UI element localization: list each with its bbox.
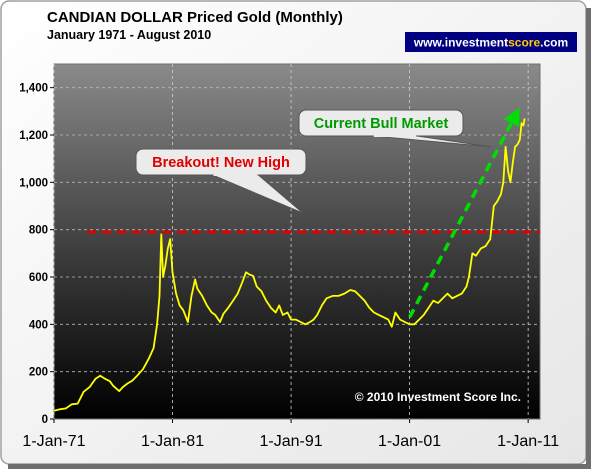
breakout-callout-seam [213, 173, 258, 176]
website-label[interactable]: www.investmentscore.com [413, 36, 568, 50]
y-tick-label: 1,200 [19, 130, 48, 142]
website-badge [405, 32, 577, 52]
chart-title: CANDIAN DOLLAR Priced Gold (Monthly) [47, 9, 343, 26]
y-tick-label: 600 [29, 272, 48, 284]
y-axis: 0 200 400 600 800 1,000 1,200 1,400 [19, 83, 54, 426]
x-tick-label: 1-Jan-91 [259, 433, 322, 450]
y-tick-label: 400 [29, 319, 48, 331]
x-tick-label: 1-Jan-01 [378, 433, 441, 450]
x-tick-label: 1-Jan-71 [22, 433, 85, 450]
chart-subtitle: January 1971 - August 2010 [47, 28, 211, 42]
gold-price-line [53, 118, 526, 412]
y-tick-label: 800 [29, 225, 48, 237]
copyright-note: © 2010 Investment Score Inc. [355, 390, 521, 404]
series-layer [53, 107, 540, 412]
x-gridlines [53, 64, 529, 419]
y-gridlines [54, 87, 540, 373]
chart-frame-shadow [586, 8, 591, 467]
bull-trend-arrow [408, 107, 520, 319]
breakout-callout-text: Breakout! New High [152, 155, 290, 171]
plot-area [53, 63, 541, 420]
y-tick-label: 1,000 [19, 177, 48, 189]
bull-market-callout-seam [373, 134, 417, 137]
chart-frame-shadow-bottom [8, 464, 591, 469]
y-tick-label: 0 [42, 414, 48, 426]
y-tick-label: 1,400 [19, 83, 48, 95]
x-tick-label: 1-Jan-11 [497, 433, 559, 450]
bull-market-callout-text: Current Bull Market [314, 116, 449, 132]
x-axis: 1-Jan-71 1-Jan-81 1-Jan-91 1-Jan-01 1-Jan-11 [22, 419, 559, 450]
y-tick-label: 200 [29, 367, 48, 379]
x-tick-label: 1-Jan-81 [141, 433, 204, 450]
callouts: Breakout! New High Current Bull Market [135, 109, 492, 214]
